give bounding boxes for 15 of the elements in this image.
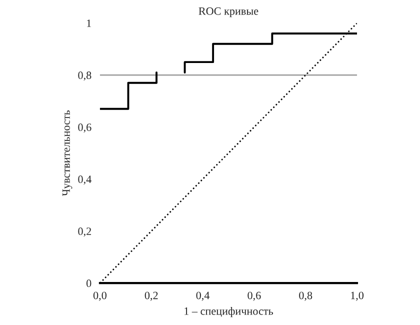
y-tick-label: 0,4	[78, 176, 92, 185]
y-axis-title: Чувствительность	[62, 110, 72, 196]
x-tick-label: 1,0	[351, 292, 364, 301]
x-tick-label: 0,0	[93, 292, 106, 301]
y-tick-label: 0,8	[78, 72, 92, 81]
y-tick-label: 0,6	[78, 124, 92, 133]
x-tick-label: 0,8	[299, 292, 312, 301]
y-tick-label: 1	[87, 20, 91, 27]
x-axis-title: 1 – специфичность	[184, 307, 274, 318]
x-tick-label: 0,2	[144, 292, 158, 301]
chart-title: ROC кривые	[198, 7, 258, 18]
x-tick-label: 0,6	[248, 292, 261, 301]
y-tick-label: 0,2	[78, 228, 92, 237]
x-tick-label: 0,4	[196, 292, 210, 301]
y-tick-label: 0	[86, 280, 92, 288]
